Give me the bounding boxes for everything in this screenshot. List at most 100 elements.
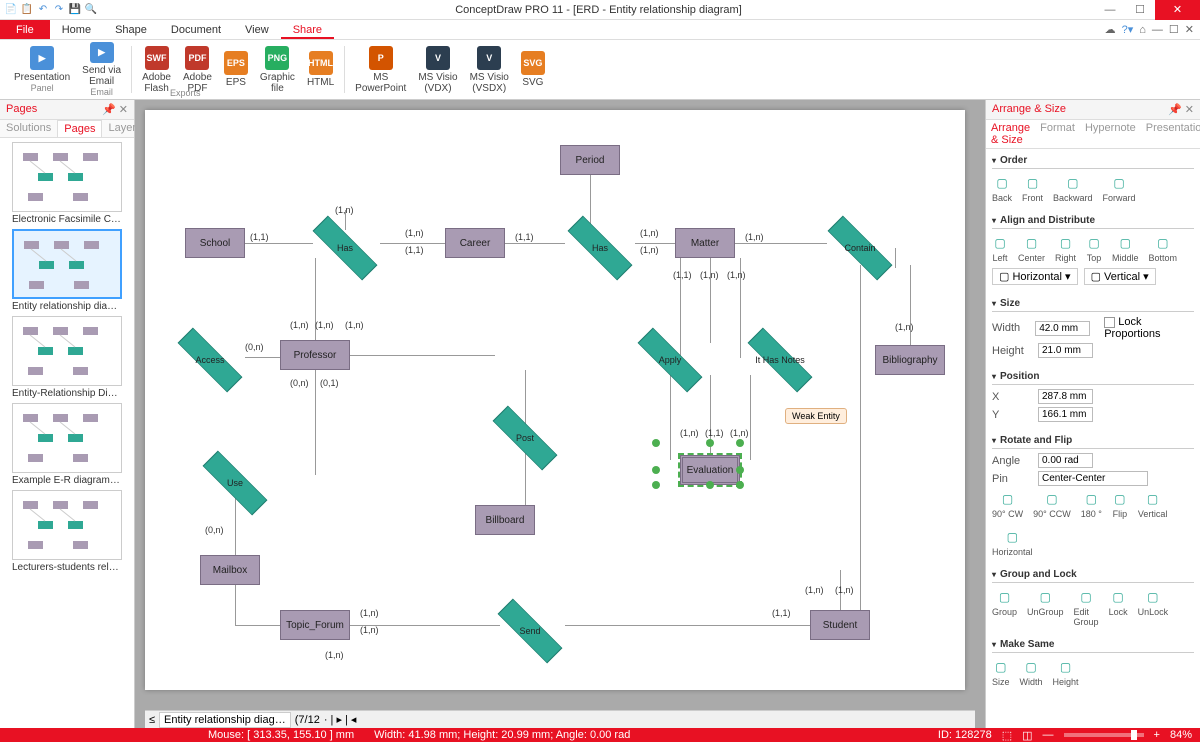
align-middle[interactable]: ▢Middle: [1112, 235, 1139, 263]
zoom-slider[interactable]: [1064, 733, 1144, 737]
angle-input[interactable]: [1038, 453, 1093, 468]
ribbon-send-via-email[interactable]: ▶Send viaEmailEmail: [76, 42, 127, 97]
window-close-icon[interactable]: ✕: [1185, 23, 1194, 36]
ribbon-graphic-file[interactable]: PNGGraphicfile: [254, 42, 301, 97]
same-height[interactable]: ▢Height: [1053, 659, 1079, 687]
undo-icon[interactable]: ↶: [36, 3, 50, 17]
arrange-tab-arrange-&-size[interactable]: Arrange & Size: [986, 120, 1035, 148]
align-top[interactable]: ▢Top: [1086, 235, 1102, 263]
minimize-button[interactable]: —: [1095, 0, 1125, 20]
section-align-and-distribute[interactable]: Align and Distribute: [992, 213, 1194, 229]
status-icon1[interactable]: ⬚: [1002, 729, 1012, 742]
rotate-horizontal[interactable]: ▢Horizontal: [992, 529, 1033, 557]
tab-nav-icon[interactable]: · | ▸ | ◂: [324, 713, 357, 726]
page-thumb[interactable]: Lecturers-students relatio…: [12, 490, 122, 573]
save-icon[interactable]: 💾: [68, 3, 82, 17]
menu-document[interactable]: Document: [159, 20, 233, 39]
relation-contain[interactable]: Contain: [825, 230, 895, 266]
rotate-cw[interactable]: ▢90° CW: [992, 491, 1023, 519]
group-editgroup[interactable]: ▢EditGroup: [1074, 589, 1099, 627]
group-ungroup[interactable]: ▢UnGroup: [1027, 589, 1064, 627]
relation-post[interactable]: Post: [490, 420, 560, 456]
group-group[interactable]: ▢Group: [992, 589, 1017, 627]
ribbon-svg[interactable]: SVGSVG: [515, 42, 551, 97]
window-restore-icon[interactable]: —: [1152, 24, 1163, 36]
help-icon[interactable]: ?▾: [1122, 23, 1134, 36]
redo-icon[interactable]: ↷: [52, 3, 66, 17]
entity-billboard[interactable]: Billboard: [475, 505, 535, 535]
align-horizontal[interactable]: ▢ Horizontal ▾: [992, 268, 1078, 285]
page-thumb[interactable]: Example E-R diagram ext…: [12, 403, 122, 486]
rotate-vertical[interactable]: ▢Vertical: [1138, 491, 1168, 519]
group-lock[interactable]: ▢Lock: [1109, 589, 1128, 627]
pages-panel-controls[interactable]: 📌 ✕: [102, 103, 128, 116]
pages-tab-pages[interactable]: Pages: [57, 120, 102, 137]
entity-period[interactable]: Period: [560, 145, 620, 175]
window-max-icon[interactable]: ☐: [1169, 23, 1179, 36]
arrange-tab-presentation[interactable]: Presentation: [1141, 120, 1200, 148]
ribbon-ms-powerpoint[interactable]: PMSPowerPoint: [349, 42, 412, 97]
rotate-flip[interactable]: ▢Flip: [1112, 491, 1128, 519]
arrange-tab-hypernote[interactable]: Hypernote: [1080, 120, 1141, 148]
align-left[interactable]: ▢Left: [992, 235, 1008, 263]
arrange-tab-format[interactable]: Format: [1035, 120, 1080, 148]
order-backward[interactable]: ▢Backward: [1053, 175, 1093, 203]
arrange-controls[interactable]: 📌 ✕: [1168, 103, 1194, 116]
doc-tab-name[interactable]: Entity relationship diag…: [159, 712, 291, 728]
pages-tab-solutions[interactable]: Solutions: [0, 120, 57, 137]
same-size[interactable]: ▢Size: [992, 659, 1010, 687]
ribbon-eps[interactable]: EPSEPS: [218, 42, 254, 97]
menu-home[interactable]: Home: [50, 20, 103, 39]
section-position[interactable]: Position: [992, 369, 1194, 385]
section-size[interactable]: Size: [992, 296, 1194, 312]
order-back[interactable]: ▢Back: [992, 175, 1012, 203]
relation-access[interactable]: Access: [175, 342, 245, 378]
group-unlock[interactable]: ▢UnLock: [1138, 589, 1169, 627]
callout-weak-entity[interactable]: Weak Entity: [785, 408, 847, 424]
section-order[interactable]: Order: [992, 153, 1194, 169]
rotate-[interactable]: ▢180 °: [1081, 491, 1102, 519]
canvas[interactable]: PeriodSchoolCareerMatterProfessorBibliog…: [145, 110, 965, 690]
entity-topic[interactable]: Topic_Forum: [280, 610, 350, 640]
ribbon-html[interactable]: HTMLHTML: [301, 42, 340, 97]
menu-shape[interactable]: Shape: [103, 20, 159, 39]
relation-apply[interactable]: Apply: [635, 342, 705, 378]
page-thumb[interactable]: Entity relationship diagram: [12, 229, 122, 312]
pin-select[interactable]: [1038, 471, 1148, 486]
document-tabs[interactable]: ≤ Entity relationship diag… (7/12 · | ▸ …: [145, 710, 975, 728]
ribbon-ms-visio-vdx[interactable]: VMS Visio(VDX): [412, 42, 463, 97]
close-button[interactable]: ✕: [1155, 0, 1200, 20]
new-icon[interactable]: 📋: [20, 3, 34, 17]
window-min-icon[interactable]: ⌂: [1139, 24, 1146, 36]
size-height-input[interactable]: [1038, 343, 1093, 358]
align-right[interactable]: ▢Right: [1055, 235, 1076, 263]
ribbon-presentation[interactable]: ▶PresentationPanel: [8, 42, 76, 97]
same-width[interactable]: ▢Width: [1020, 659, 1043, 687]
section-make-same[interactable]: Make Same: [992, 637, 1194, 653]
pos-x-input[interactable]: [1038, 389, 1093, 404]
tab-prev-icon[interactable]: ≤: [149, 714, 155, 726]
align-vertical[interactable]: ▢ Vertical ▾: [1084, 268, 1156, 285]
cloud-icon[interactable]: ☁: [1105, 23, 1116, 36]
menu-share[interactable]: Share: [281, 20, 334, 39]
page-thumb[interactable]: Entity-Relationship Diagr…: [12, 316, 122, 399]
status-icon2[interactable]: ◫: [1022, 729, 1032, 742]
align-bottom[interactable]: ▢Bottom: [1149, 235, 1178, 263]
lock-proportions-checkbox[interactable]: [1104, 317, 1115, 328]
page-thumb[interactable]: Electronic Facsimile Coll…: [12, 142, 122, 225]
canvas-area[interactable]: PeriodSchoolCareerMatterProfessorBibliog…: [135, 100, 985, 728]
print-icon[interactable]: 🔍: [84, 3, 98, 17]
relation-has2[interactable]: Has: [565, 230, 635, 266]
entity-mailbox[interactable]: Mailbox: [200, 555, 260, 585]
entity-professor[interactable]: Professor: [280, 340, 350, 370]
section-rotate-and-flip[interactable]: Rotate and Flip: [992, 433, 1194, 449]
menu-view[interactable]: View: [233, 20, 281, 39]
relation-use[interactable]: Use: [200, 465, 270, 501]
entity-student[interactable]: Student: [810, 610, 870, 640]
relation-notes[interactable]: It Has Notes: [745, 342, 815, 378]
size-width-input[interactable]: [1035, 321, 1090, 336]
order-front[interactable]: ▢Front: [1022, 175, 1043, 203]
order-forward[interactable]: ▢Forward: [1103, 175, 1136, 203]
align-center[interactable]: ▢Center: [1018, 235, 1045, 263]
pos-y-input[interactable]: [1038, 407, 1093, 422]
